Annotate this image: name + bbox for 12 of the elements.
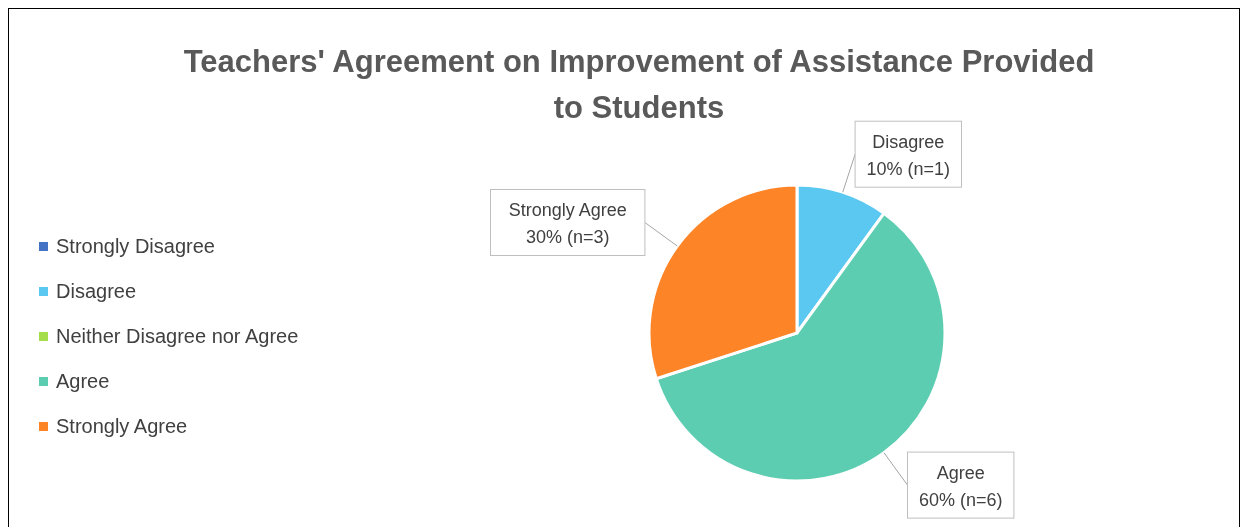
slice-label: Agree — [936, 463, 985, 484]
slice-label: Disagree — [872, 132, 945, 153]
legend-label: Strongly Agree — [56, 415, 188, 438]
legend-label: Neither Disagree nor Agree — [56, 325, 299, 348]
legend-label: Strongly Disagree — [56, 235, 215, 258]
chart-title: Teachers' Agreement on Improvement of Assistance Provided to Students — [182, 43, 1096, 127]
slice-label: Strongly Agree — [508, 200, 627, 221]
legend-label: Agree — [56, 370, 110, 393]
data-label: 10% (n=1) — [866, 159, 951, 180]
data-label: 60% (n=6) — [918, 490, 1003, 511]
data-label: 30% (n=3) — [525, 227, 610, 248]
legend-label: Disagree — [56, 280, 137, 303]
